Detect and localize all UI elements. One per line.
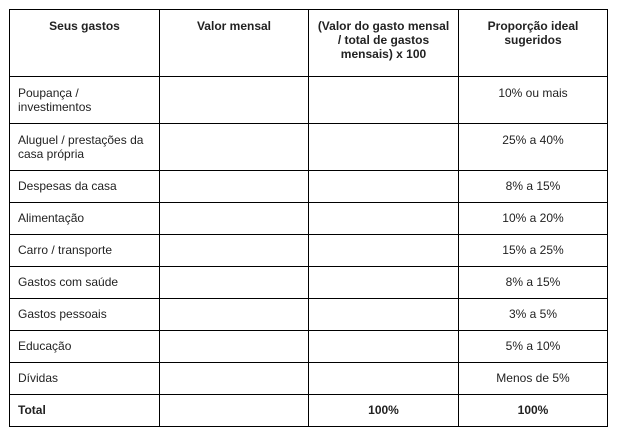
category-cell: Dívidas xyxy=(9,362,160,395)
table-row: Gastos pessoais 3% a 5% xyxy=(9,298,608,331)
table-row: Educação 5% a 10% xyxy=(9,330,608,363)
ideal-cell: 15% a 25% xyxy=(458,234,608,267)
expense-table-container: Seus gastos Valor mensal (Valor do gasto… xyxy=(9,9,608,427)
category-cell: Despesas da casa xyxy=(9,170,160,203)
table-row: Carro / transporte 15% a 25% xyxy=(9,234,608,267)
category-cell: Carro / transporte xyxy=(9,234,160,267)
table-header-row: Seus gastos Valor mensal (Valor do gasto… xyxy=(9,9,608,77)
ideal-cell: 3% a 5% xyxy=(458,298,608,331)
percent-cell[interactable] xyxy=(308,330,459,363)
category-cell: Gastos pessoais xyxy=(9,298,160,331)
ideal-cell: 8% a 15% xyxy=(458,170,608,203)
ideal-cell: Menos de 5% xyxy=(458,362,608,395)
header-ideal-proportion: Proporção ideal sugeridos xyxy=(458,9,608,77)
table-row: Dívidas Menos de 5% xyxy=(9,362,608,395)
table-row: Gastos com saúde 8% a 15% xyxy=(9,266,608,299)
monthly-value-cell[interactable] xyxy=(159,298,309,331)
percent-cell[interactable] xyxy=(308,76,459,124)
ideal-cell: 10% a 20% xyxy=(458,202,608,235)
percent-cell[interactable] xyxy=(308,234,459,267)
monthly-value-cell[interactable] xyxy=(159,202,309,235)
percent-cell[interactable] xyxy=(308,123,459,171)
ideal-cell: 5% a 10% xyxy=(458,330,608,363)
table-row: Poupança / investimentos 10% ou mais xyxy=(9,76,608,124)
ideal-cell: 8% a 15% xyxy=(458,266,608,299)
monthly-value-cell[interactable] xyxy=(159,234,309,267)
percent-cell[interactable] xyxy=(308,202,459,235)
total-monthly-value-cell[interactable] xyxy=(159,394,309,427)
percent-cell[interactable] xyxy=(308,298,459,331)
category-cell: Aluguel / prestações da casa própria xyxy=(9,123,160,171)
expense-table: Seus gastos Valor mensal (Valor do gasto… xyxy=(9,9,608,427)
monthly-value-cell[interactable] xyxy=(159,123,309,171)
table-row: Aluguel / prestações da casa própria 25%… xyxy=(9,123,608,171)
header-percent-formula: (Valor do gasto mensal / total de gastos… xyxy=(308,9,459,77)
total-row: Total 100% 100% xyxy=(9,394,608,427)
monthly-value-cell[interactable] xyxy=(159,266,309,299)
category-cell: Gastos com saúde xyxy=(9,266,160,299)
header-your-expenses: Seus gastos xyxy=(9,9,160,77)
category-cell: Educação xyxy=(9,330,160,363)
category-cell: Alimentação xyxy=(9,202,160,235)
ideal-cell: 10% ou mais xyxy=(458,76,608,124)
table-row: Despesas da casa 8% a 15% xyxy=(9,170,608,203)
percent-cell[interactable] xyxy=(308,170,459,203)
monthly-value-cell[interactable] xyxy=(159,170,309,203)
monthly-value-cell[interactable] xyxy=(159,76,309,124)
category-cell: Poupança / investimentos xyxy=(9,76,160,124)
percent-cell[interactable] xyxy=(308,266,459,299)
monthly-value-cell[interactable] xyxy=(159,330,309,363)
monthly-value-cell[interactable] xyxy=(159,362,309,395)
header-monthly-value: Valor mensal xyxy=(159,9,309,77)
table-row: Alimentação 10% a 20% xyxy=(9,202,608,235)
ideal-cell: 25% a 40% xyxy=(458,123,608,171)
percent-cell[interactable] xyxy=(308,362,459,395)
total-label: Total xyxy=(9,394,160,427)
total-percent-cell: 100% xyxy=(308,394,459,427)
total-ideal-cell: 100% xyxy=(458,394,608,427)
